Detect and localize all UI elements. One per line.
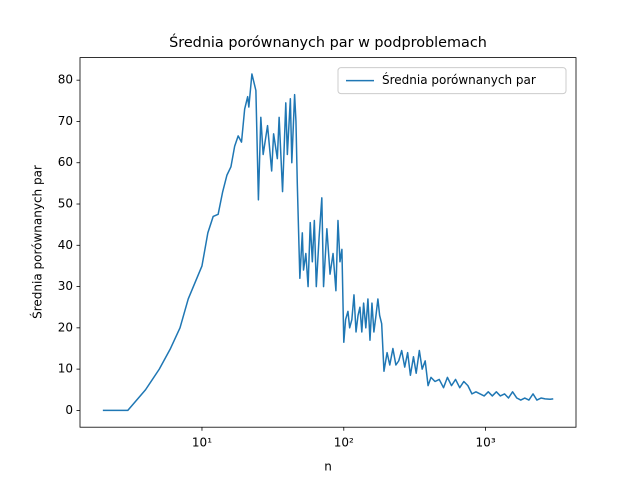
- legend-box: [337, 67, 567, 95]
- y-tick-label: 0: [65, 403, 73, 417]
- y-tick-label: 20: [58, 320, 73, 334]
- x-tick-label: 10²: [334, 436, 354, 450]
- y-axis-label: Średnia porównanych par: [30, 165, 45, 319]
- y-tick-label: 50: [58, 197, 73, 211]
- y-tick-label: 10: [58, 362, 73, 376]
- y-tick-label: 70: [58, 114, 73, 128]
- y-tick-label: 30: [58, 279, 73, 293]
- x-tick-label: 10¹: [192, 436, 212, 450]
- y-tick-label: 80: [58, 73, 73, 87]
- x-tick-label: 10³: [476, 436, 496, 450]
- data-line: [102, 73, 554, 412]
- y-tick-label: 60: [58, 155, 73, 169]
- y-tick-label: 40: [58, 238, 73, 252]
- axes-frame: [79, 57, 577, 428]
- chart-title: Średnia porównanych par w podproblemach: [169, 33, 487, 51]
- x-axis-label: n: [324, 460, 332, 474]
- legend-label: Średnia porównanych par: [382, 72, 536, 87]
